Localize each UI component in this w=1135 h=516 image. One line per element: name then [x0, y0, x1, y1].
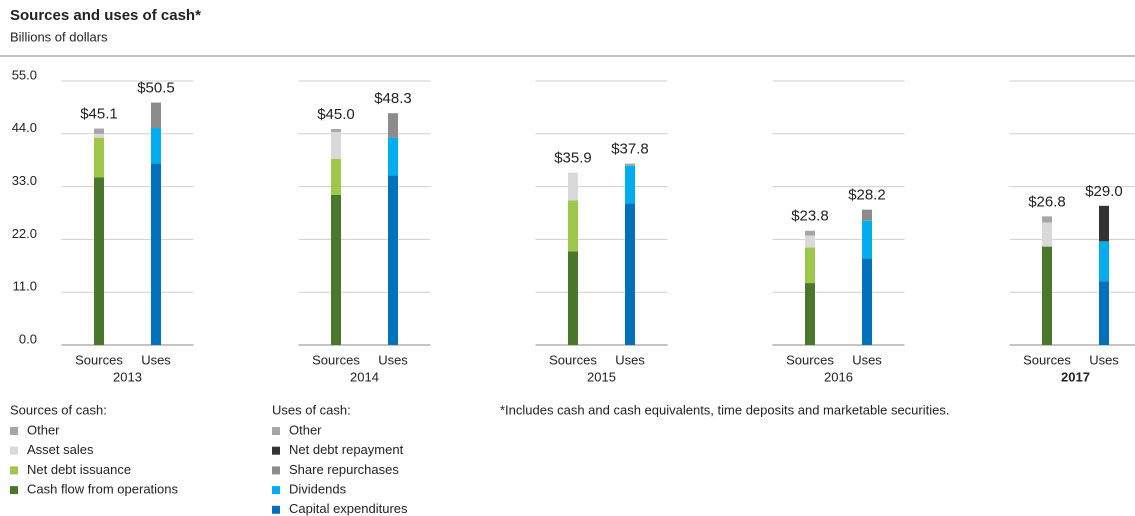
total-label: $29.0: [1085, 183, 1123, 200]
legend-swatch: [272, 505, 280, 514]
bar-segment: [1099, 205, 1109, 242]
legend-swatch: [10, 446, 18, 455]
legend-label: Net debt issuance: [27, 462, 131, 477]
legend-label: Dividends: [289, 482, 347, 497]
bar-segment: [388, 113, 398, 138]
legend-swatch: [272, 466, 280, 475]
bar-segment: [331, 158, 341, 195]
legend-label: Other: [27, 422, 60, 437]
bar-segment: [805, 247, 815, 284]
legend-swatch: [272, 427, 280, 435]
bar-segment: [94, 177, 104, 345]
total-label: $28.2: [848, 187, 886, 204]
y-tick-label: 22.0: [12, 226, 37, 241]
bar-segment: [1042, 222, 1052, 247]
total-label: $23.8: [791, 208, 829, 225]
bar-segment: [568, 200, 578, 252]
bar-segment: [151, 102, 161, 129]
bar-group-label: Sources: [549, 352, 597, 367]
bar-segment: [568, 251, 578, 345]
y-tick-label: 33.0: [12, 173, 37, 188]
bar-group-label: Uses: [615, 352, 645, 367]
x-category-label: 2014: [350, 369, 379, 384]
legend-label: Share repurchases: [289, 462, 399, 477]
bar-segment: [388, 137, 398, 176]
y-tick-label: 44.0: [12, 120, 37, 135]
legend-label: Other: [289, 422, 322, 437]
total-label: $45.1: [80, 105, 118, 122]
bar-segment: [1042, 246, 1052, 345]
chart-title: Sources and uses of cash*: [10, 7, 201, 24]
total-label: $50.5: [137, 80, 175, 97]
bar-segment: [151, 128, 161, 164]
legend-title: Sources of cash:: [10, 402, 107, 417]
y-tick-label: 55.0: [12, 67, 37, 82]
total-label: $35.9: [554, 150, 592, 167]
bar-segment: [331, 129, 341, 132]
bar-segment: [94, 133, 104, 138]
legend-label: Capital expenditures: [289, 501, 408, 516]
bar-group-label: Uses: [378, 352, 408, 367]
bar-segment: [625, 203, 635, 345]
total-label: $37.8: [611, 141, 649, 158]
legend-label: Net debt repayment: [289, 442, 404, 457]
bar-segment: [331, 131, 341, 159]
bar-group-label: Sources: [1023, 352, 1071, 367]
bar-segment: [94, 137, 104, 178]
bar-segment: [625, 165, 635, 204]
bar-group-label: Sources: [75, 352, 123, 367]
bar-segment: [625, 163, 635, 166]
bar-segment: [862, 258, 872, 345]
x-category-label: 2013: [113, 369, 142, 384]
x-category-label: 2017: [1061, 369, 1090, 384]
y-tick-label: 0.0: [19, 331, 37, 346]
bar-segment: [1042, 216, 1052, 223]
bar-segment: [94, 128, 104, 134]
legend-title: Uses of cash:: [272, 402, 351, 417]
bar-segment: [568, 172, 578, 201]
chart-subtitle: Billions of dollars: [10, 29, 108, 44]
bar-group-label: Uses: [1089, 352, 1119, 367]
y-tick-label: 11.0: [13, 279, 37, 294]
footnote: *Includes cash and cash equivalents, tim…: [500, 402, 949, 417]
legend-swatch: [272, 446, 280, 455]
legend-swatch: [10, 427, 18, 435]
bar-segment: [1099, 241, 1109, 282]
bar-segment: [805, 235, 815, 248]
x-category-label: 2015: [587, 369, 616, 384]
legend-label: Cash flow from operations: [27, 482, 179, 497]
total-label: $45.0: [317, 106, 355, 123]
bar-segment: [1099, 281, 1109, 345]
bar-group-label: Uses: [852, 352, 882, 367]
total-label: $48.3: [374, 90, 412, 107]
bar-group-label: Uses: [141, 352, 171, 367]
bar-segment: [805, 283, 815, 345]
bar-segment: [805, 230, 815, 236]
legend-swatch: [10, 466, 18, 475]
bar-segment: [151, 163, 161, 345]
legend-label: Asset sales: [27, 442, 94, 457]
bar-group-label: Sources: [786, 352, 834, 367]
total-label: $26.8: [1028, 193, 1066, 210]
legend-swatch: [10, 486, 18, 495]
bar-group-label: Sources: [312, 352, 360, 367]
bar-segment: [862, 209, 872, 221]
bar-segment: [331, 194, 341, 345]
bar-segment: [388, 175, 398, 345]
bar-segment: [862, 220, 872, 259]
x-category-label: 2016: [824, 369, 853, 384]
legend-swatch: [272, 486, 280, 495]
